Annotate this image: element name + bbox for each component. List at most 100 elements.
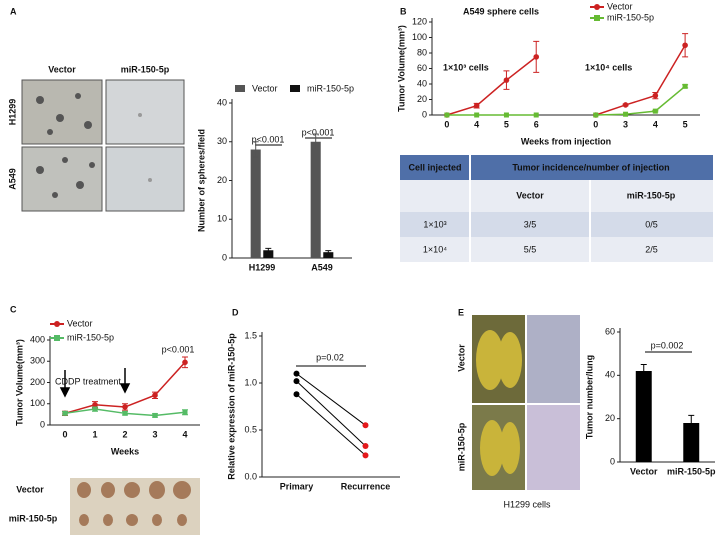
y-tick-label: 1.5: [244, 330, 257, 340]
series-line: [446, 85, 686, 116]
y-tick-label: 80: [417, 47, 427, 57]
photo: [527, 315, 580, 403]
error-bar: [312, 133, 319, 150]
error-bar: [325, 250, 332, 255]
point: [682, 83, 688, 89]
chart-title: A549 sphere cells: [463, 6, 539, 16]
x-tick-label: Vector: [630, 466, 658, 476]
y-tick-label: 10: [217, 214, 227, 224]
x-tick-label: 6: [534, 119, 539, 129]
bar: [683, 423, 700, 462]
point: [362, 452, 369, 459]
x-tick-label: 0: [593, 119, 598, 129]
point: [293, 370, 300, 377]
photo: [105, 79, 185, 145]
x-tick-label: 0: [62, 429, 67, 439]
photo-column-label: miR-150-5p: [121, 64, 170, 74]
legend-marker: [594, 4, 600, 10]
point: [92, 406, 98, 412]
y-tick-label: 0: [422, 109, 427, 119]
legend-marker: [54, 335, 60, 341]
point: [293, 391, 300, 398]
pair-line: [296, 380, 366, 447]
table-row: [400, 237, 713, 262]
x-axis-label: Weeks: [111, 446, 139, 456]
table-header-cell: Tumor incidence/number of injection: [512, 162, 669, 172]
bar: [310, 141, 321, 258]
pair-line: [296, 373, 366, 426]
table-cell: 0/5: [645, 219, 658, 229]
photo-column-label: Vector: [48, 64, 76, 74]
point: [593, 112, 599, 118]
point: [474, 112, 480, 118]
y-tick-label: 0: [222, 252, 227, 262]
photo: [527, 405, 580, 490]
x-tick-label: miR-150-5p: [667, 466, 716, 476]
x-tick-label: 3: [152, 429, 157, 439]
table-cell: 3/5: [524, 219, 537, 229]
y-tick-label: 0.5: [244, 424, 257, 434]
y-tick-label: 20: [605, 413, 615, 423]
y-tick-label: 100: [30, 398, 45, 408]
point: [473, 102, 480, 109]
legend-label: miR-150-5p: [67, 332, 114, 342]
legend-swatch: [235, 85, 245, 92]
x-axis-label: Weeks from injection: [521, 136, 611, 146]
arrows: [59, 368, 131, 398]
annotation: p<0.001: [252, 134, 285, 144]
table-cell: 2/5: [645, 244, 658, 254]
legend-label: miR-150-5p: [307, 83, 354, 93]
panel-label: E: [458, 307, 464, 317]
bar: [250, 149, 261, 258]
legend-swatch: [290, 85, 300, 92]
photo: [105, 146, 185, 212]
annotation: p<0.001: [302, 127, 335, 137]
x-tick-label: 4: [182, 429, 187, 439]
y-tick-label: 40: [605, 370, 615, 380]
y-axis-label: Tumor number/lung: [584, 355, 594, 439]
point: [293, 378, 300, 385]
y-tick-label: 60: [417, 63, 427, 73]
error-bar: [688, 414, 695, 432]
tumors: [77, 481, 191, 526]
x-tick-label: 4: [474, 119, 479, 129]
photo-row-label: Vector: [456, 344, 466, 372]
y-tick-label: 100: [412, 32, 427, 42]
legend-label: Vector: [607, 1, 633, 11]
pair-line: [296, 393, 366, 456]
y-axis-label: Number of spheres/field: [196, 129, 206, 232]
annotation: 1×10³ cells: [443, 62, 489, 72]
y-tick-label: 120: [412, 16, 427, 26]
photo-row-label: Vector: [16, 484, 44, 494]
y-tick-label: 1.0: [244, 377, 257, 387]
lungs: [476, 330, 522, 476]
y-tick-label: 40: [217, 97, 227, 107]
table-cell: 1×10³: [423, 219, 446, 229]
y-axis-label: Tumor Volume(mm³): [396, 25, 406, 112]
panel-label: D: [232, 307, 239, 317]
photo-row-label: H1299: [7, 99, 17, 126]
table-row: [400, 212, 713, 237]
x-tick-label: Recurrence: [341, 481, 391, 491]
x-tick-label: Primary: [280, 481, 314, 491]
panel-label: C: [10, 304, 17, 314]
photo-row-label: miR-150-5p: [9, 513, 58, 523]
table-header: [400, 155, 713, 180]
point: [152, 412, 158, 418]
error-bar: [252, 141, 259, 158]
point: [622, 102, 629, 108]
x-tick-label: 4: [653, 119, 658, 129]
photo-caption: H1299 cells: [503, 499, 551, 509]
legend-label: Vector: [252, 83, 278, 93]
photo: [21, 79, 103, 145]
table-subheader: [400, 180, 713, 212]
bar: [323, 252, 334, 258]
table-subheader-cell: miR-150-5p: [627, 190, 676, 200]
x-tick-label: 5: [683, 119, 688, 129]
y-tick-label: 20: [217, 175, 227, 185]
point: [503, 77, 510, 83]
table-subheader-cell: Vector: [516, 190, 544, 200]
point: [652, 108, 658, 114]
legend-label: miR-150-5p: [607, 12, 654, 22]
annotation: p=0.02: [316, 352, 344, 362]
